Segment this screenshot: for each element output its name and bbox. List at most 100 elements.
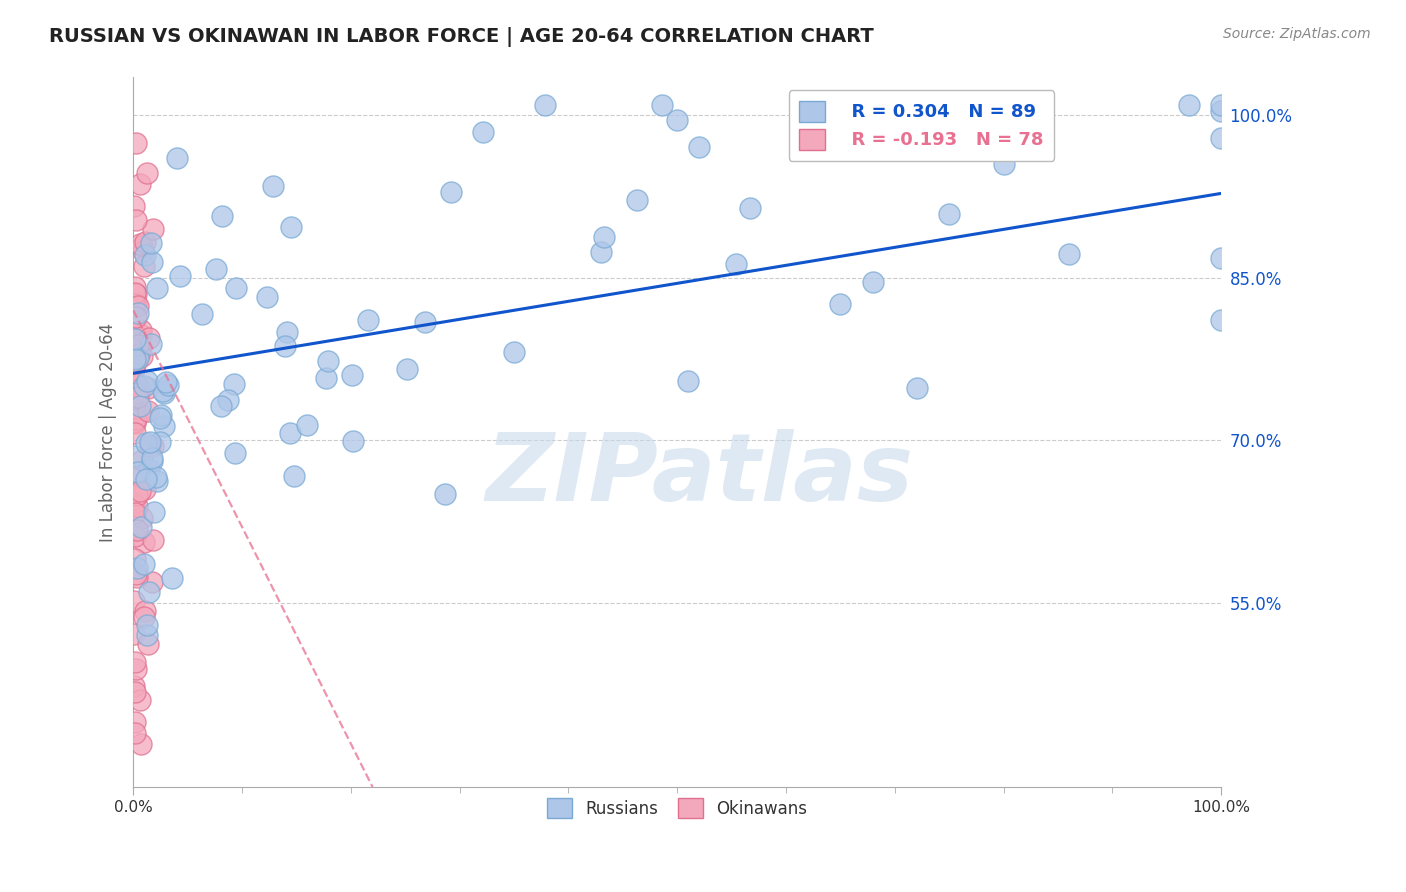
Point	[297, 418, 319, 433]
Point	[131, 323, 153, 337]
Point	[149, 434, 172, 449]
Point	[122, 679, 145, 693]
Point	[224, 446, 246, 460]
Point	[688, 140, 710, 154]
Point	[122, 496, 145, 510]
Point	[141, 574, 163, 589]
Point	[128, 347, 150, 361]
Point	[134, 482, 156, 496]
Point	[124, 506, 146, 520]
Point	[125, 376, 148, 391]
Text: Source: ZipAtlas.com: Source: ZipAtlas.com	[1223, 27, 1371, 41]
Point	[129, 484, 152, 499]
Point	[125, 566, 148, 581]
Point	[131, 244, 153, 258]
Point	[666, 112, 689, 127]
Point	[135, 435, 157, 450]
Point	[122, 379, 145, 393]
Point	[156, 377, 179, 392]
Point	[1211, 103, 1233, 118]
Y-axis label: In Labor Force | Age 20-64: In Labor Force | Age 20-64	[100, 323, 117, 541]
Point	[125, 561, 148, 575]
Point	[315, 371, 337, 385]
Point	[136, 637, 159, 651]
Point	[122, 401, 145, 416]
Point	[138, 434, 160, 449]
Point	[862, 275, 884, 289]
Point	[141, 451, 163, 466]
Point	[830, 297, 852, 311]
Point	[127, 351, 149, 365]
Point	[124, 280, 146, 294]
Point	[141, 454, 163, 468]
Point	[141, 255, 163, 269]
Point	[125, 570, 148, 584]
Point	[395, 362, 418, 376]
Point	[626, 193, 648, 207]
Point	[276, 325, 298, 339]
Point	[136, 628, 159, 642]
Point	[152, 386, 174, 401]
Point	[993, 157, 1015, 171]
Point	[222, 377, 245, 392]
Point	[280, 220, 302, 235]
Point	[124, 552, 146, 566]
Point	[132, 535, 155, 549]
Point	[128, 692, 150, 706]
Point	[122, 296, 145, 310]
Point	[141, 235, 163, 250]
Point	[129, 737, 152, 751]
Point	[124, 416, 146, 430]
Point	[150, 408, 173, 422]
Point	[1211, 313, 1233, 327]
Point	[122, 335, 145, 350]
Point	[124, 449, 146, 463]
Point	[128, 406, 150, 420]
Point	[1057, 246, 1080, 260]
Point	[131, 349, 153, 363]
Point	[256, 290, 278, 304]
Point	[125, 136, 148, 150]
Point	[127, 499, 149, 513]
Point	[122, 627, 145, 641]
Point	[136, 380, 159, 394]
Point	[134, 604, 156, 618]
Point	[155, 376, 177, 390]
Point	[122, 594, 145, 608]
Point	[129, 520, 152, 534]
Point	[134, 610, 156, 624]
Text: ZIPatlas: ZIPatlas	[485, 429, 912, 521]
Point	[132, 378, 155, 392]
Point	[1211, 251, 1233, 265]
Point	[127, 466, 149, 480]
Point	[650, 97, 672, 112]
Point	[125, 310, 148, 324]
Point	[142, 504, 165, 518]
Point	[274, 339, 297, 353]
Point	[131, 453, 153, 467]
Point	[129, 878, 152, 892]
Point	[146, 281, 169, 295]
Point	[125, 487, 148, 501]
Point	[135, 888, 157, 892]
Point	[134, 248, 156, 262]
Point	[502, 344, 524, 359]
Point	[124, 715, 146, 730]
Point	[1211, 131, 1233, 145]
Point	[122, 416, 145, 430]
Point	[589, 244, 612, 259]
Point	[124, 685, 146, 699]
Point	[128, 867, 150, 881]
Point	[166, 151, 188, 165]
Point	[593, 229, 616, 244]
Point	[225, 280, 247, 294]
Point	[169, 268, 191, 283]
Point	[127, 338, 149, 352]
Legend: Russians, Okinawans: Russians, Okinawans	[540, 791, 814, 825]
Point	[142, 439, 165, 453]
Point	[122, 362, 145, 376]
Point	[211, 209, 233, 223]
Point	[905, 381, 928, 395]
Point	[138, 462, 160, 476]
Point	[142, 533, 165, 548]
